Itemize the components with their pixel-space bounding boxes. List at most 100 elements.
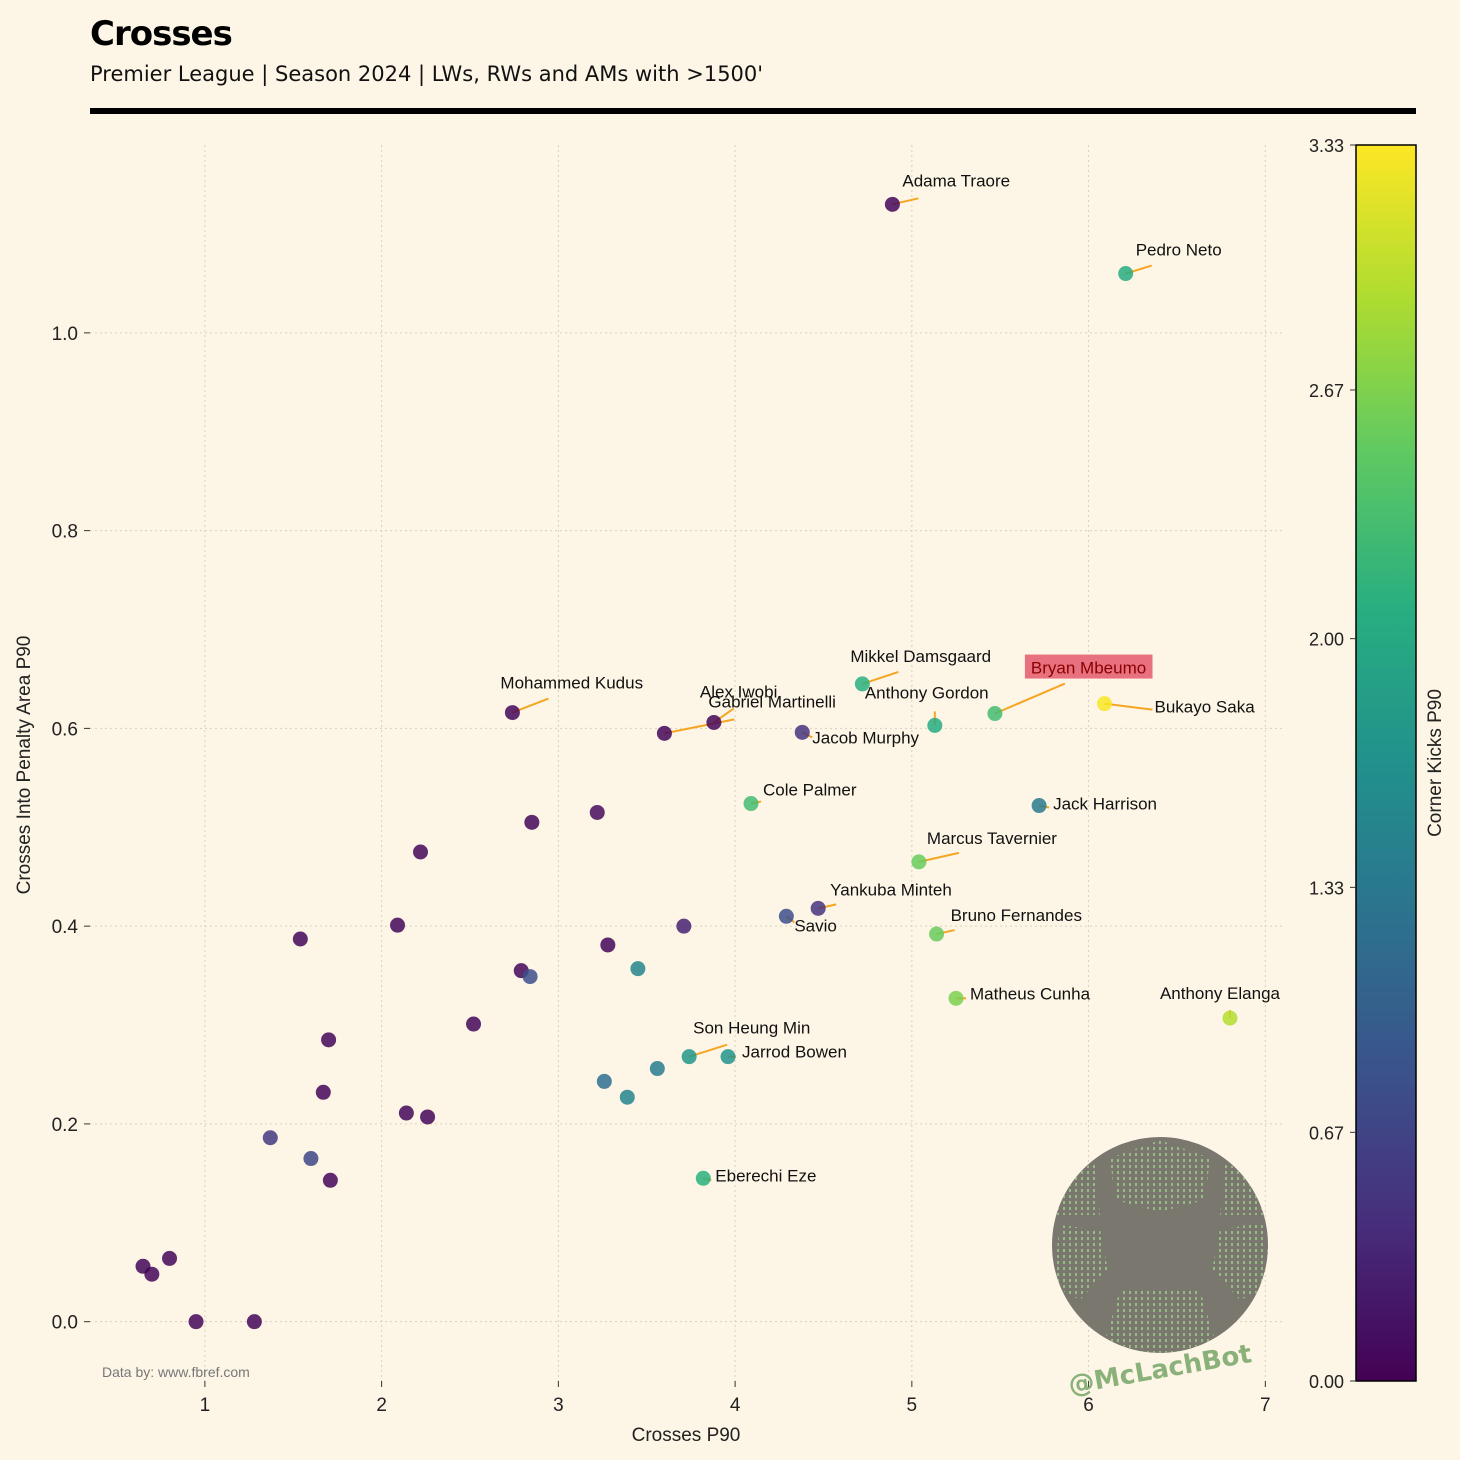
colorbar-gradient	[1355, 144, 1417, 1382]
x-tick-label: 2	[376, 1395, 387, 1416]
data-point	[1031, 798, 1047, 814]
data-point	[630, 961, 646, 977]
point-label: Yankuba Minteh	[830, 880, 952, 899]
data-point	[794, 724, 810, 740]
data-point	[619, 1089, 635, 1105]
y-tick-label: 0.4	[52, 917, 79, 938]
point-label: Jack Harrison	[1053, 795, 1157, 814]
leader-line	[664, 718, 735, 735]
data-point	[524, 814, 540, 830]
title-divider	[90, 108, 1416, 114]
ball-icon	[1052, 1137, 1268, 1353]
point-label: Jacob Murphy	[812, 728, 919, 747]
y-axis-label: Crosses Into Penalty Area P90	[14, 636, 35, 895]
data-point	[246, 1314, 262, 1330]
data-point	[420, 1109, 436, 1125]
point-label: Pedro Neto	[1136, 241, 1222, 260]
axes: 1 2 3 4 5 6 7 0.0 0.2 0.4 0.6 0.8 1.0	[52, 324, 1271, 1416]
colorbar-tick-label: 1.33	[1309, 878, 1344, 898]
x-tick-label: 1	[200, 1395, 211, 1416]
data-point	[466, 1016, 482, 1032]
data-points	[135, 196, 1238, 1330]
data-point	[322, 1172, 338, 1188]
point-label: Mikkel Damsgaard	[850, 647, 991, 666]
data-point	[188, 1314, 204, 1330]
colorbar-tick-label: 3.33	[1309, 136, 1344, 156]
x-axis-label: Crosses P90	[632, 1425, 741, 1446]
colorbar-tick-label: 0.00	[1309, 1372, 1344, 1392]
data-point	[504, 705, 520, 721]
data-point	[600, 937, 616, 953]
data-point	[321, 1032, 337, 1048]
y-tick-label: 0.6	[52, 719, 78, 740]
data-point	[656, 725, 672, 741]
x-tick-label: 4	[730, 1395, 741, 1416]
point-label: Bukayo Saka	[1154, 698, 1255, 717]
data-point	[162, 1250, 178, 1266]
point-label: Marcus Tavernier	[927, 829, 1057, 848]
colorbar-tick-label: 2.00	[1309, 630, 1344, 650]
x-tick-label: 7	[1260, 1395, 1271, 1416]
point-label: Anthony Gordon	[865, 683, 989, 702]
point-label: Alex Iwobi	[700, 682, 777, 701]
y-tick-label: 1.0	[52, 324, 78, 345]
colorbar-label: Corner Kicks P90	[1425, 689, 1446, 837]
point-label: Cole Palmer	[763, 781, 857, 800]
x-tick-label: 3	[553, 1395, 564, 1416]
point-label: Eberechi Eze	[715, 1166, 816, 1185]
data-point	[720, 1049, 736, 1065]
data-point	[315, 1084, 331, 1100]
highlight-box	[1024, 654, 1153, 679]
point-label: Anthony Elanga	[1160, 984, 1281, 1003]
data-point	[398, 1105, 414, 1121]
data-point	[413, 844, 429, 860]
point-label: Adama Traore	[902, 171, 1010, 190]
leader-line	[994, 682, 1066, 715]
data-point	[743, 796, 759, 812]
point-label: Jarrod Bowen	[742, 1043, 847, 1062]
data-point	[706, 714, 722, 730]
y-tick-label: 0.8	[52, 522, 78, 543]
data-point	[292, 931, 308, 947]
point-label: Bruno Fernandes	[951, 906, 1082, 925]
data-point	[1118, 266, 1134, 282]
data-point	[1222, 1010, 1238, 1026]
point-label: Gabriel Martinelli	[708, 692, 836, 711]
colorbar: 0.00 0.67 1.33 2.00 2.67 3.33 Corner Kicks P9…	[1309, 136, 1446, 1392]
source-note: Data by: www.fbref.com	[102, 1364, 250, 1380]
y-tick-label: 0.0	[52, 1313, 78, 1334]
data-point	[649, 1061, 665, 1077]
point-label: Son Heung Min	[693, 1019, 810, 1038]
point-labels: Adama Traore Pedro Neto Mikkel Damsgaard Br…	[500, 171, 1280, 1185]
data-point	[884, 196, 900, 212]
data-point	[303, 1151, 319, 1167]
data-point	[810, 900, 826, 916]
data-point	[262, 1130, 278, 1146]
data-point	[1096, 696, 1112, 712]
data-point	[911, 854, 927, 870]
y-tick-label: 0.2	[52, 1115, 78, 1136]
page-subtitle: Premier League | Season 2024 | LWs, RWs …	[90, 62, 764, 86]
point-label: Mohammed Kudus	[500, 674, 643, 693]
data-point	[854, 676, 870, 692]
data-point	[390, 917, 406, 933]
point-label: Savio	[794, 916, 837, 935]
x-tick-label: 6	[1083, 1395, 1094, 1416]
colorbar-tick-label: 0.67	[1309, 1123, 1344, 1143]
leader-line	[1104, 702, 1153, 711]
data-point	[778, 908, 794, 924]
watermark-logo: @McLachBot	[1052, 1137, 1268, 1401]
data-point	[695, 1170, 711, 1186]
data-point	[927, 717, 943, 733]
data-point	[948, 990, 964, 1006]
data-point	[589, 804, 605, 820]
colorbar-tick-label: 2.67	[1309, 381, 1344, 401]
data-point	[681, 1049, 697, 1065]
colorbar-ticks: 0.00 0.67 1.33 2.00 2.67 3.33	[1309, 136, 1356, 1392]
point-label: Matheus Cunha	[970, 984, 1091, 1003]
data-point	[929, 926, 945, 942]
data-point	[522, 969, 538, 985]
point-label: Bryan Mbeumo	[1031, 659, 1146, 678]
x-tick-label: 5	[907, 1395, 918, 1416]
